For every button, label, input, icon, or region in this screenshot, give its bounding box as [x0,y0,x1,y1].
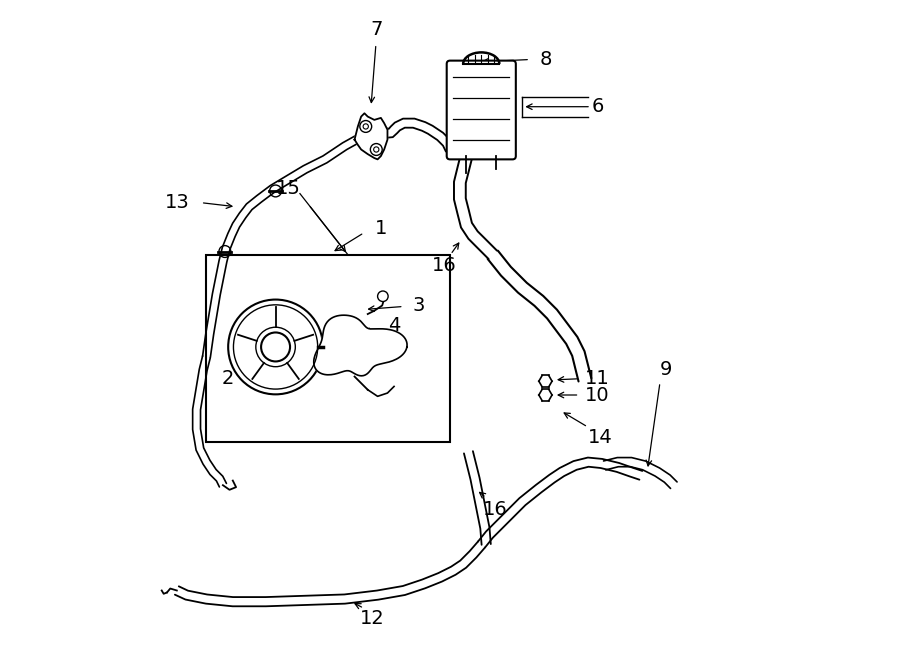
Circle shape [261,332,290,362]
Circle shape [229,299,323,395]
Polygon shape [314,315,407,376]
Text: 9: 9 [660,360,672,379]
Text: 16: 16 [432,256,457,276]
Text: 14: 14 [588,428,612,447]
Text: 5: 5 [364,350,377,369]
Text: 10: 10 [585,385,609,405]
Text: 11: 11 [585,369,609,388]
Text: 2: 2 [221,369,234,388]
Text: 6: 6 [592,97,604,116]
Text: 1: 1 [374,219,387,238]
Text: 13: 13 [165,192,189,212]
Polygon shape [355,113,388,159]
Text: 8: 8 [539,50,552,69]
Circle shape [371,143,382,155]
Text: 7: 7 [370,20,382,38]
Text: 3: 3 [412,296,425,315]
Circle shape [374,147,379,152]
Circle shape [360,120,372,132]
Circle shape [363,124,368,129]
Bar [206,254,450,442]
Text: 12: 12 [360,609,384,629]
Text: 16: 16 [482,500,507,519]
Circle shape [378,291,388,301]
Text: 15: 15 [276,180,302,198]
FancyBboxPatch shape [446,61,516,159]
Text: 4: 4 [388,316,400,334]
